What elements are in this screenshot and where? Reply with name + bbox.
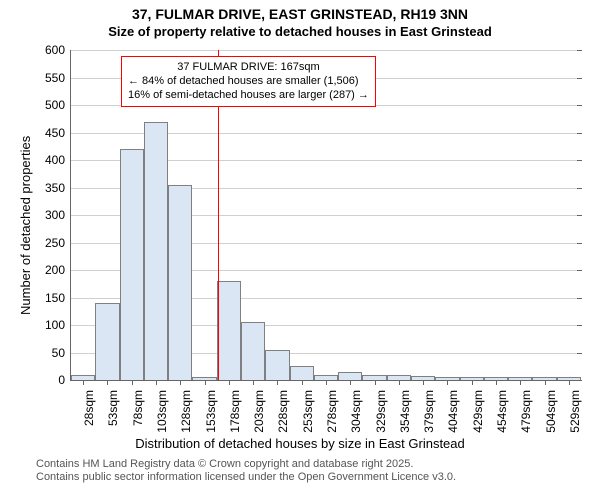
x-tick-label: 153sqm [204,384,218,440]
x-tick-label: 253sqm [301,384,315,440]
y-tick-mark [577,133,582,134]
histogram-bar [338,372,362,380]
x-tick-label: 28sqm [82,384,96,440]
chart-subtitle: Size of property relative to detached ho… [0,24,600,39]
y-tick-label: 300 [45,208,71,222]
y-tick-mark [577,78,582,79]
histogram-bar [120,149,144,380]
y-tick-mark [577,380,582,381]
y-tick-mark [577,160,582,161]
x-tick-label: 479sqm [519,384,533,440]
histogram-bar [265,350,289,380]
y-axis-label: Number of detached properties [18,136,33,315]
y-tick-label: 550 [45,71,71,85]
footer-line-2: Contains public sector information licen… [36,471,600,484]
y-tick-label: 0 [58,373,71,387]
y-tick-mark [577,325,582,326]
x-tick-label: 53sqm [106,384,120,440]
chart-title: 37, FULMAR DRIVE, EAST GRINSTEAD, RH19 3… [0,6,600,22]
y-tick-label: 500 [45,98,71,112]
x-tick-label: 78sqm [131,384,145,440]
annotation-line: 37 FULMAR DRIVE: 167sqm [128,61,369,75]
histogram-bar [95,303,119,380]
y-tick-label: 50 [52,346,71,360]
x-tick-label: 354sqm [398,384,412,440]
x-tick-label: 329sqm [374,384,388,440]
histogram-bar [144,122,168,381]
x-axis-label: Distribution of detached houses by size … [0,436,600,451]
x-tick-label: 178sqm [228,384,242,440]
annotation-line: ← 84% of detached houses are smaller (1,… [128,75,369,89]
x-tick-label: 404sqm [446,384,460,440]
footer-line-1: Contains HM Land Registry data © Crown c… [36,458,600,471]
y-tick-mark [577,270,582,271]
y-tick-mark [577,298,582,299]
y-tick-label: 100 [45,318,71,332]
x-tick-label: 228sqm [276,384,290,440]
x-tick-label: 304sqm [349,384,363,440]
x-tick-label: 379sqm [422,384,436,440]
histogram-bar [217,281,241,380]
x-tick-label: 429sqm [471,384,485,440]
y-tick-mark [577,215,582,216]
x-tick-label: 128sqm [179,384,193,440]
y-tick-mark [577,50,582,51]
y-tick-label: 250 [45,236,71,250]
y-tick-label: 450 [45,126,71,140]
x-tick-label: 103sqm [155,384,169,440]
y-tick-label: 200 [45,263,71,277]
grid-line [71,50,581,51]
histogram-bar [168,185,192,380]
x-tick-label: 278sqm [325,384,339,440]
x-tick-label: 454sqm [495,384,509,440]
x-tick-label: 529sqm [568,384,582,440]
x-tick-label: 504sqm [544,384,558,440]
chart-container: 37, FULMAR DRIVE, EAST GRINSTEAD, RH19 3… [0,0,600,500]
y-tick-label: 350 [45,181,71,195]
plot-area: 05010015020025030035040045050055060028sq… [70,50,581,381]
y-tick-label: 150 [45,291,71,305]
annotation-box: 37 FULMAR DRIVE: 167sqm← 84% of detached… [121,56,376,107]
x-tick-label: 203sqm [252,384,266,440]
annotation-line: 16% of semi-detached houses are larger (… [128,89,369,103]
y-tick-mark [577,243,582,244]
histogram-bar [290,366,314,380]
y-tick-label: 600 [45,43,71,57]
y-tick-mark [577,188,582,189]
footer-attribution: Contains HM Land Registry data © Crown c… [36,458,600,484]
histogram-bar [241,322,265,380]
y-tick-mark [577,353,582,354]
y-tick-label: 400 [45,153,71,167]
y-tick-mark [577,105,582,106]
